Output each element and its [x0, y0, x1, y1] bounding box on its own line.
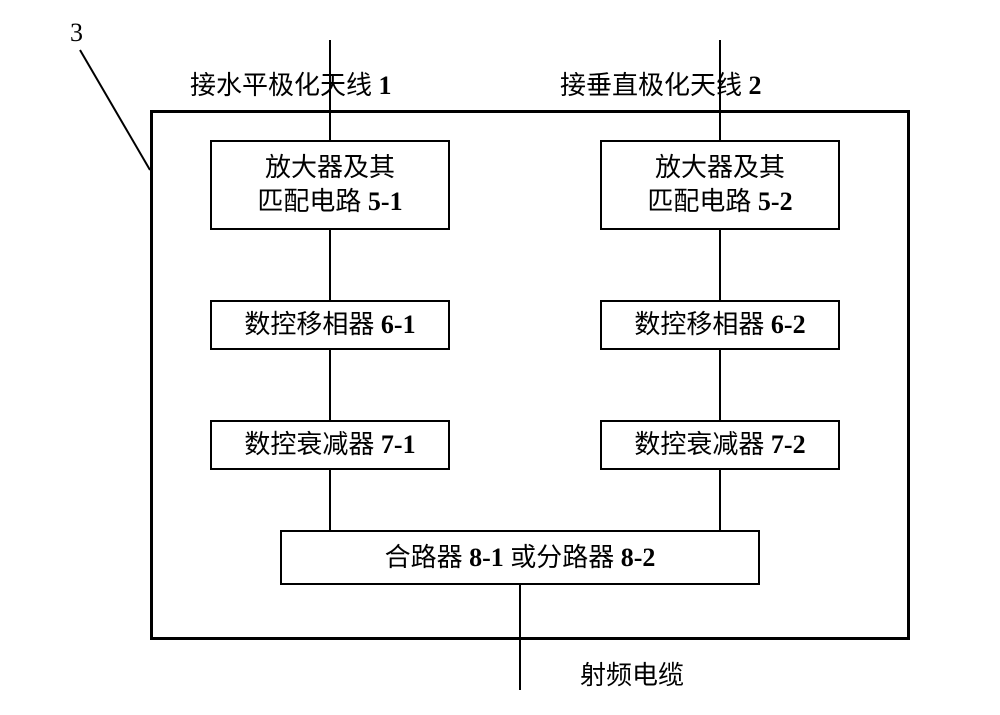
block-combiner: 合路器 8-1 或分路器 8-2: [280, 530, 760, 585]
conn-bottom: [519, 585, 521, 690]
conn-l-phase-att: [329, 350, 331, 420]
block-atten-right: 数控衰减器 7-2: [600, 420, 840, 470]
diagram-canvas: 3 接水平极化天线 1 接垂直极化天线 2 放大器及其 匹配电路 5-1 放大器…: [0, 0, 1000, 715]
label-3: 3: [70, 18, 83, 48]
conn-r-amp-phase: [719, 230, 721, 300]
block-amp-right: 放大器及其 匹配电路 5-2: [600, 140, 840, 230]
block-amp-left: 放大器及其 匹配电路 5-1: [210, 140, 450, 230]
conn-r-phase-att: [719, 350, 721, 420]
conn-l-amp-phase: [329, 230, 331, 300]
label-rf-cable: 射频电缆: [580, 655, 684, 692]
label-horiz-antenna: 接水平极化天线 1: [190, 65, 392, 102]
block-phase-left: 数控移相器 6-1: [210, 300, 450, 350]
block-atten-left: 数控衰减器 7-1: [210, 420, 450, 470]
block-phase-right: 数控移相器 6-2: [600, 300, 840, 350]
conn-top-right: [719, 40, 721, 140]
leader-line: [80, 50, 150, 170]
label-vert-antenna: 接垂直极化天线 2: [560, 65, 762, 102]
conn-top-left: [329, 40, 331, 140]
conn-l-att-comb: [329, 470, 331, 530]
conn-r-att-comb: [719, 470, 721, 530]
